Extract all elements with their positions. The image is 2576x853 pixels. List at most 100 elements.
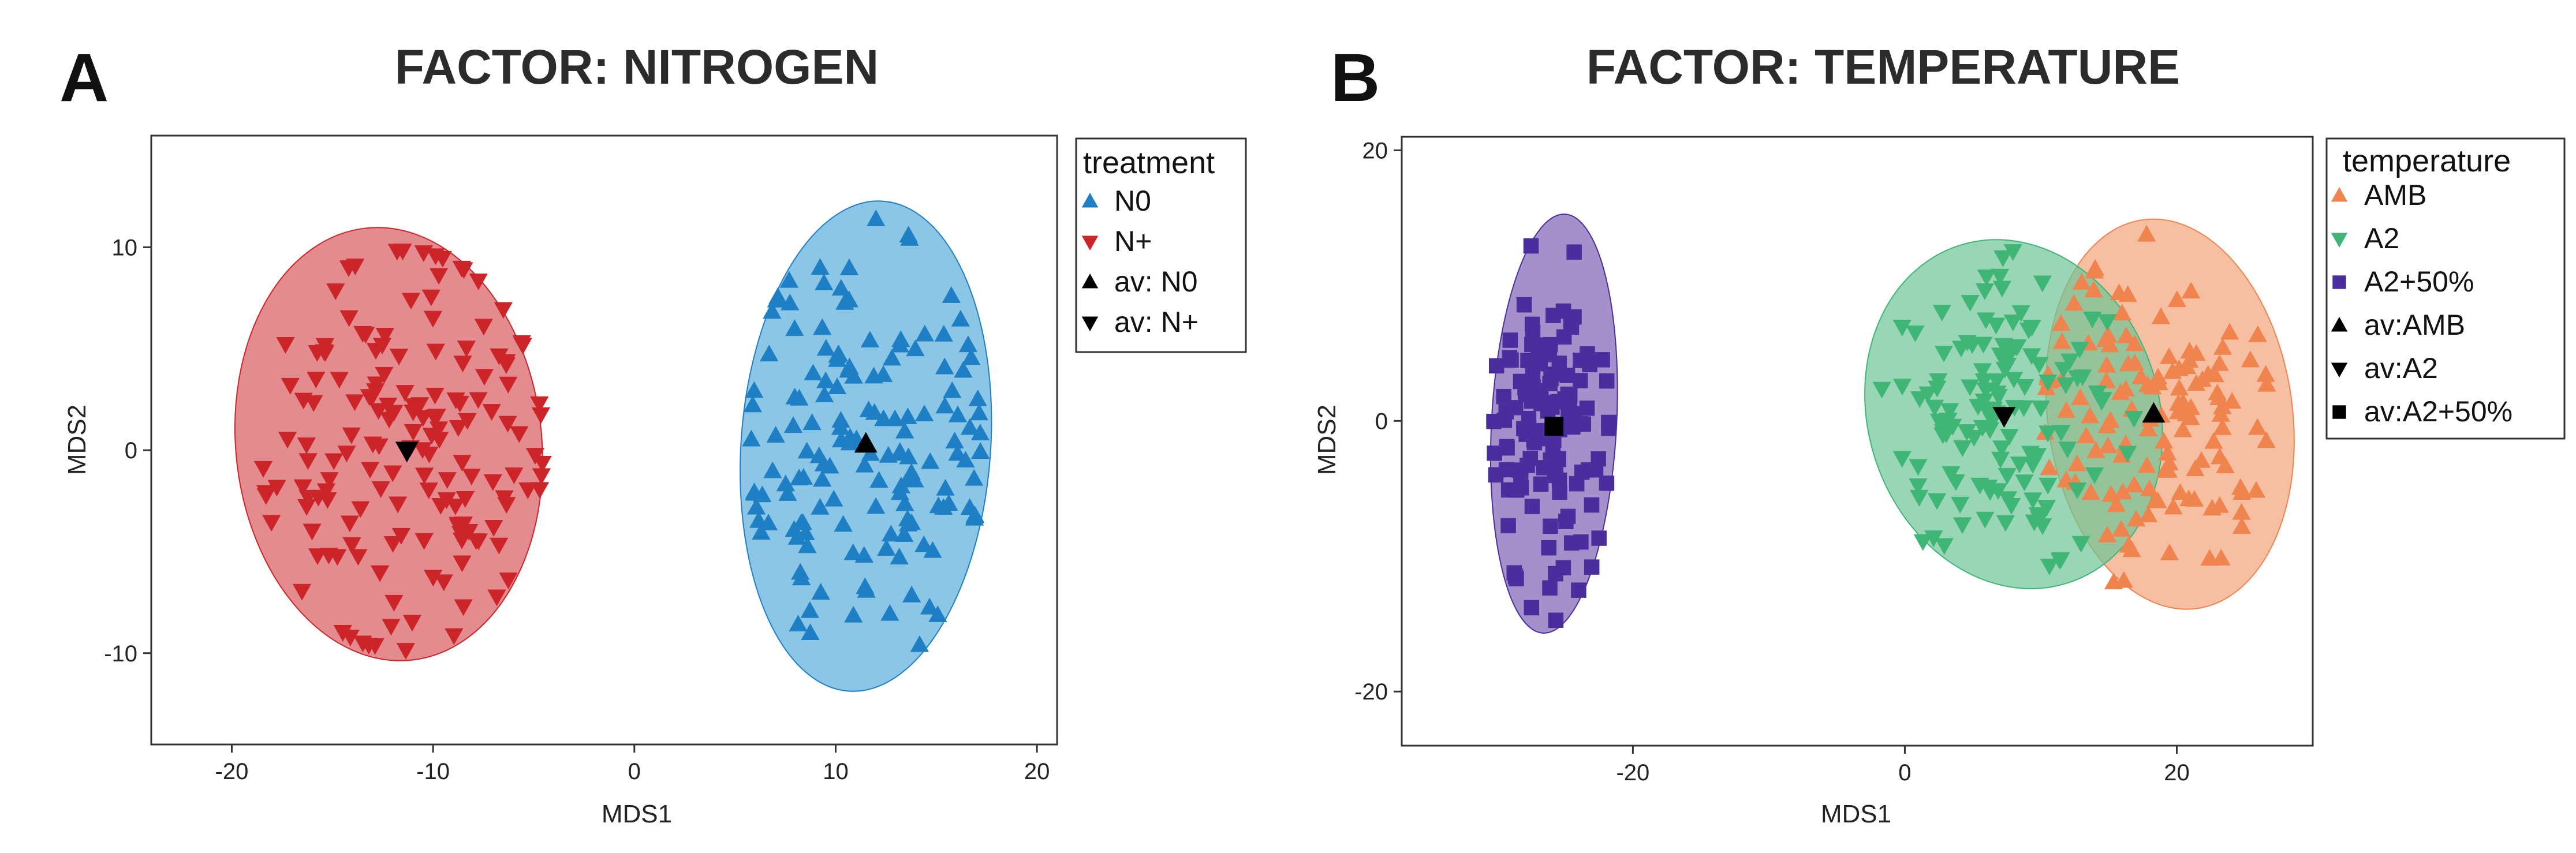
panel-a-point-n-	[453, 555, 472, 573]
panel-b-point-amb	[2151, 307, 2171, 324]
panel-a-legend-marker-1	[1081, 235, 1099, 250]
panel-a-point-n0	[815, 386, 834, 402]
panel-b-legend-marker-2	[2332, 275, 2346, 289]
panel-b-point-a2	[1991, 451, 2010, 469]
panel-b-point-a2	[2006, 339, 2026, 357]
panel-a-point-n0	[797, 442, 816, 459]
panel-b-point-amb	[2171, 483, 2190, 500]
panel-a-point-n0	[958, 335, 978, 353]
panel-b-x-tick-label: 0	[1898, 760, 1911, 785]
panel-b-point-a2	[2024, 492, 2043, 510]
panel-a-point-n0	[790, 388, 809, 406]
panel-a-point-n-	[346, 259, 365, 275]
panel-a-x-tick-label: -20	[215, 759, 249, 784]
panel-a-point-n0	[920, 597, 939, 615]
panel-b-point-amb	[2085, 259, 2105, 276]
panel-b-point-amb	[2125, 476, 2144, 493]
panel-b-point-a2	[2093, 392, 2112, 409]
panel-b-point-amb	[2257, 431, 2276, 448]
panel-a-point-n-	[404, 424, 423, 441]
panel-a-point-n0	[779, 271, 799, 288]
panel-b-point-a2-50-	[1543, 518, 1558, 534]
panel-b-point-amb	[2097, 371, 2116, 388]
panel-b-point-a2	[2071, 536, 2090, 553]
panel-b-point-amb	[2192, 451, 2211, 468]
panel-a-point-n-	[475, 369, 494, 386]
panel-a-point-n-	[429, 268, 449, 285]
panel-b-point-a2	[1942, 466, 1961, 483]
panel-b-point-a2	[2033, 275, 2052, 293]
panel-b-point-amb	[2067, 454, 2086, 472]
panel-a-point-n0	[942, 286, 961, 303]
panel-a-point-n0	[800, 601, 819, 618]
panel-a-point-n-	[375, 366, 394, 384]
panel-b-point-a2	[1987, 373, 2006, 390]
panel-b-point-a2	[1975, 283, 1995, 300]
panel-a-point-n0	[778, 484, 797, 501]
panel-a-point-n0	[776, 474, 795, 492]
panel-b-point-a2-50-	[1509, 482, 1525, 498]
panel-b-point-a2	[1892, 379, 1912, 396]
panel-b-point-a2	[1927, 493, 1947, 510]
panel-a-point-n-	[303, 523, 322, 541]
panel-a-point-n-	[267, 480, 286, 497]
panel-a-point-n-	[530, 482, 550, 499]
panel-b-point-amb	[2125, 353, 2145, 371]
panel-a-point-n0	[749, 511, 768, 528]
panel-b-legend: temperature AMB A2 A2+50% av:AMB av:A2 av:A2+…	[2325, 137, 2566, 440]
panel-a-point-n0	[921, 452, 940, 469]
panel-b-y-tick-label: 0	[1375, 409, 1388, 434]
panel-b-point-a2	[2039, 477, 2058, 495]
panel-b-point-a2	[2030, 357, 2049, 374]
panel-b-point-amb	[2138, 420, 2158, 437]
panel-a-point-n-	[533, 456, 552, 473]
panel-a-point-n0	[960, 418, 980, 435]
panel-a-plot-area: -20 -10 0 10 20 -10 0 10	[104, 200, 1050, 784]
panel-a-point-n0	[811, 258, 830, 275]
panel-b-point-amb	[2140, 479, 2159, 496]
panel-b-point-a2-50-	[1545, 308, 1561, 323]
panel-b-point-amb	[2097, 525, 2117, 543]
panel-a-point-n-	[281, 377, 300, 395]
panel-a-point-n-	[351, 501, 370, 518]
panel-a-point-n-	[298, 453, 318, 470]
panel-a-point-n0	[816, 339, 835, 356]
panel-a-x-tick-label: -10	[416, 759, 450, 784]
panel-a-ellipse-n-	[234, 227, 543, 661]
panel-b-point-a2-50-	[1499, 439, 1515, 455]
panel-a-legend-title: treatment	[1083, 145, 1215, 180]
panel-b-point-a2-50-	[1502, 350, 1518, 366]
panel-a-point-n-	[384, 594, 404, 612]
panel-b-point-amb	[2181, 408, 2200, 425]
panel-a-point-n-	[262, 515, 281, 532]
panel-b-point-amb	[2216, 456, 2235, 473]
panel-b-point-amb	[2211, 405, 2230, 422]
panel-b-point-amb	[2081, 483, 2100, 500]
panel-b-point-amb	[2187, 374, 2206, 391]
panel-b-point-a2-50-	[1599, 373, 1615, 389]
panel-a-point-n0	[890, 335, 909, 353]
panel-a-point-n0	[760, 345, 779, 362]
panel-b-point-a2	[1935, 538, 1954, 555]
panel-b-point-amb	[2210, 354, 2229, 371]
panel-a-point-n-	[324, 453, 344, 470]
panel-a-point-n-	[454, 516, 473, 533]
panel-b-point-a2	[1913, 534, 1932, 551]
panel-b-point-a2	[1992, 280, 2011, 298]
panel-b-point-a2	[2010, 457, 2029, 474]
panel-a-point-n0	[948, 405, 968, 422]
panel-b-average-av-a2	[1992, 407, 2016, 428]
panel-a-point-n0	[763, 461, 782, 478]
panel-a-y-tick-label: 0	[125, 438, 137, 463]
panel-a-point-n0	[813, 470, 832, 487]
panel-a-point-n-	[434, 574, 453, 592]
panel-b-point-a2-50-	[1566, 244, 1582, 260]
panel-a-point-n-	[389, 349, 409, 366]
panel-b-point-a2	[2085, 467, 2104, 484]
panel-b-x-tick-label: 20	[2164, 760, 2190, 785]
panel-a-average-av-n0	[854, 432, 878, 453]
panel-b-point-amb	[2081, 406, 2100, 424]
panel-b-point-a2	[1952, 517, 1972, 534]
panel-b-point-a2	[1934, 345, 1954, 362]
panel-a-point-n0	[914, 405, 934, 421]
